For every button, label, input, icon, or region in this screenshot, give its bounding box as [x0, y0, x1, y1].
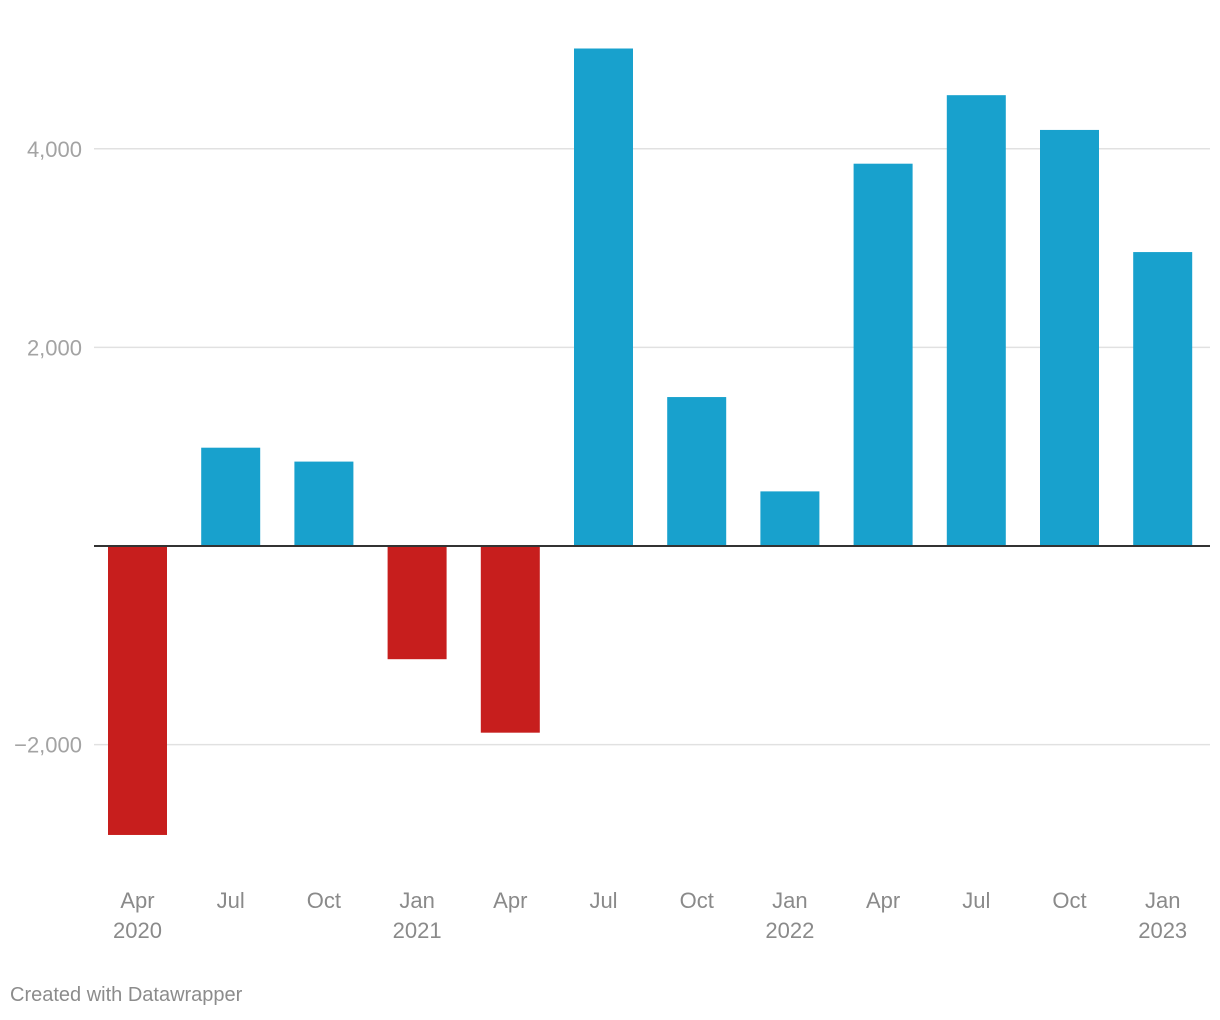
x-tick-label: Jul: [589, 888, 617, 913]
bar-apr-2020[interactable]: [108, 546, 167, 835]
y-axis-labels: 4,000 2,000 −2,000: [14, 137, 82, 758]
x-tick-year-label: 2020: [113, 918, 162, 943]
x-tick-label: Jul: [962, 888, 990, 913]
x-tick-label: Apr: [120, 888, 154, 913]
x-tick-label: Oct: [307, 888, 341, 913]
x-tick-year-label: 2021: [393, 918, 442, 943]
bar-apr-2022[interactable]: [853, 163, 913, 546]
x-tick-label: Jan: [772, 888, 807, 913]
y-tick-label: 4,000: [27, 137, 82, 162]
bar-jan-2021[interactable]: [387, 546, 447, 660]
x-tick-year-label: 2023: [1138, 918, 1187, 943]
bar-jul-2021[interactable]: [574, 48, 633, 547]
bar-apr-2021[interactable]: [480, 546, 540, 733]
x-tick-label: Jan: [1145, 888, 1180, 913]
bar-jul-2022[interactable]: [946, 95, 1006, 546]
x-axis-labels: Apr 2020 Jul Oct Jan 2021 Apr Jul Oct Jan 2022 Apr J…: [113, 888, 1187, 943]
x-tick-label: Jan: [399, 888, 434, 913]
grid-layer: [94, 148, 1210, 746]
bar-jan-2022[interactable]: [760, 491, 820, 546]
datawrapper-credit[interactable]: Created with Datawrapper: [10, 984, 243, 1006]
x-tick-label: Jul: [217, 888, 245, 913]
y-tick-label: −2,000: [14, 733, 82, 758]
x-tick-label: Apr: [493, 888, 527, 913]
bar-oct-2022[interactable]: [1040, 129, 1099, 547]
bars-layer: [108, 48, 1193, 835]
x-tick-year-label: 2022: [765, 918, 814, 943]
x-tick-label: Oct: [680, 888, 714, 913]
x-tick-label: Oct: [1052, 888, 1086, 913]
y-tick-label: 2,000: [27, 335, 82, 360]
bar-jul-2020[interactable]: [201, 447, 261, 546]
bar-oct-2021[interactable]: [667, 397, 727, 546]
bar-jan-2023[interactable]: [1133, 252, 1193, 546]
x-tick-label: Apr: [866, 888, 900, 913]
bar-oct-2020[interactable]: [294, 461, 354, 546]
